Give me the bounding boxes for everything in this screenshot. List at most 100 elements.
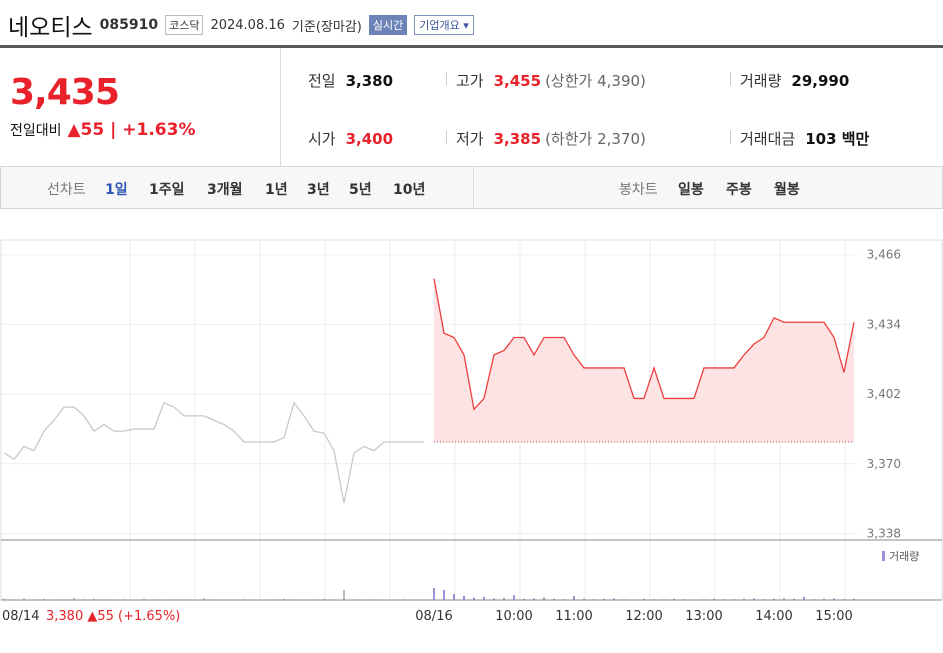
x-tick-label: 11:00 xyxy=(555,609,592,624)
market: 코스닥 xyxy=(165,15,204,35)
stat-label: 고가 xyxy=(456,72,484,90)
area xyxy=(434,278,854,442)
x-tick-label: 14:00 xyxy=(755,609,792,624)
stat: 고가 3,455 (상한가 4,390) xyxy=(456,70,646,91)
x-tick-label: 08/16 xyxy=(415,609,452,624)
volume-bar xyxy=(793,598,795,600)
current-price: 3,435 xyxy=(10,72,120,113)
tab[interactable]: 1주일 xyxy=(149,182,185,198)
y-tick-label: 3,370 xyxy=(867,457,901,471)
tab-label: 봉차트 xyxy=(619,182,658,198)
stock-code: 085910 xyxy=(99,17,159,33)
volume-bar xyxy=(753,598,755,600)
volume-bar xyxy=(573,596,575,600)
tab[interactable]: 1년 xyxy=(265,182,288,198)
legend-swatch xyxy=(882,551,885,561)
stat-value: 29,990 xyxy=(791,72,850,90)
volume-bar xyxy=(463,596,465,600)
volume-bar xyxy=(743,598,745,600)
volume-bar xyxy=(613,598,615,600)
volume-bar xyxy=(853,598,855,600)
price-box xyxy=(0,48,281,166)
volume-bar xyxy=(283,598,285,600)
separator xyxy=(446,130,447,144)
tab-label: 선차트 xyxy=(47,182,86,198)
price-line xyxy=(3,401,424,504)
x-tick-label: 15:00 xyxy=(815,609,852,624)
change-label: 전일대비 xyxy=(10,123,62,139)
tab[interactable]: 3개월 xyxy=(207,182,243,198)
stat-label: 거래대금 xyxy=(740,130,796,148)
stat-label: 전일 xyxy=(308,72,336,90)
stat: 저가 3,385 (하한가 2,370) xyxy=(456,128,646,149)
volume-bar xyxy=(523,598,525,600)
volume-bar xyxy=(583,598,585,600)
stat-value: 3,455 xyxy=(493,72,542,90)
stat: 전일 3,380 xyxy=(308,70,393,91)
volume-bar xyxy=(323,598,325,600)
footer-value: 3,380 xyxy=(46,609,83,624)
separator xyxy=(446,72,447,86)
volume-bar xyxy=(73,598,75,600)
stat-label: 거래량 xyxy=(740,72,782,90)
tab[interactable]: 주봉 xyxy=(726,182,752,198)
realtime-button[interactable]: 실시간 xyxy=(368,15,408,35)
change-value: 55 xyxy=(80,120,105,140)
volume-bar xyxy=(773,598,775,600)
y-tick-label: 3,434 xyxy=(867,317,901,331)
volume-bar xyxy=(503,598,505,600)
stock-name: 네오티스 xyxy=(8,15,93,41)
arrow: ▲ xyxy=(83,609,97,624)
volume-bar xyxy=(643,598,645,600)
legend-label: 거래량 xyxy=(889,550,919,563)
stat-value: 3,400 xyxy=(345,130,394,148)
tab[interactable]: 월봉 xyxy=(774,182,800,198)
x-tick-label: 10:00 xyxy=(495,609,532,624)
price-line xyxy=(433,278,855,411)
y-tick-label: 3,338 xyxy=(867,526,901,540)
tab[interactable]: 3년 xyxy=(307,182,330,198)
stat: 거래대금 103 백만 xyxy=(740,128,869,149)
stat-value: 103 백만 xyxy=(805,130,870,148)
footer-value: 55 xyxy=(97,609,114,624)
x-tick-label: 12:00 xyxy=(625,609,662,624)
stat: 거래량 29,990 xyxy=(740,70,849,91)
header: 네오티스 085910 코스닥 2024.08.16 기준(장마감) 실시간 기… xyxy=(8,8,474,42)
volume-bar xyxy=(473,597,475,600)
volume-bar xyxy=(803,596,805,600)
volume-bar xyxy=(823,598,825,600)
y-tick-label: 3,402 xyxy=(867,387,901,401)
tab[interactable]: 5년 xyxy=(349,182,372,198)
stat-label: 시가 xyxy=(308,130,336,148)
volume-bar xyxy=(203,598,205,600)
separator xyxy=(730,130,731,144)
divider xyxy=(0,45,943,48)
y-tick-label: 3,466 xyxy=(867,248,901,262)
stat-extra: (상한가 4,390) xyxy=(545,72,646,90)
tab[interactable]: 일봉 xyxy=(678,182,704,198)
volume-bar xyxy=(713,598,715,600)
volume-bar xyxy=(23,598,25,600)
volume-bar xyxy=(533,598,535,600)
volume-bar xyxy=(833,598,835,600)
volume-bar xyxy=(453,594,455,600)
volume-bar xyxy=(343,590,345,600)
footer-value: (+1.65%) xyxy=(118,609,180,624)
x-tick-label: 13:00 xyxy=(685,609,722,624)
tab[interactable]: 1일 xyxy=(105,182,128,198)
volume-bar xyxy=(493,598,495,600)
volume-bar xyxy=(483,596,485,600)
volume-bar xyxy=(673,598,675,600)
overview-button[interactable]: 기업개요 ▾ xyxy=(414,15,474,35)
volume-bar xyxy=(543,597,545,600)
volume-bar xyxy=(603,598,605,600)
volume-bar xyxy=(783,598,785,600)
volume-bar xyxy=(93,598,95,600)
volume-bar xyxy=(3,598,5,600)
tab[interactable]: 10년 xyxy=(393,182,426,198)
change-pct: +1.63% xyxy=(122,120,196,140)
volume-bar xyxy=(43,598,45,600)
volume-bar xyxy=(553,598,555,600)
stat-value: 3,385 xyxy=(493,130,542,148)
